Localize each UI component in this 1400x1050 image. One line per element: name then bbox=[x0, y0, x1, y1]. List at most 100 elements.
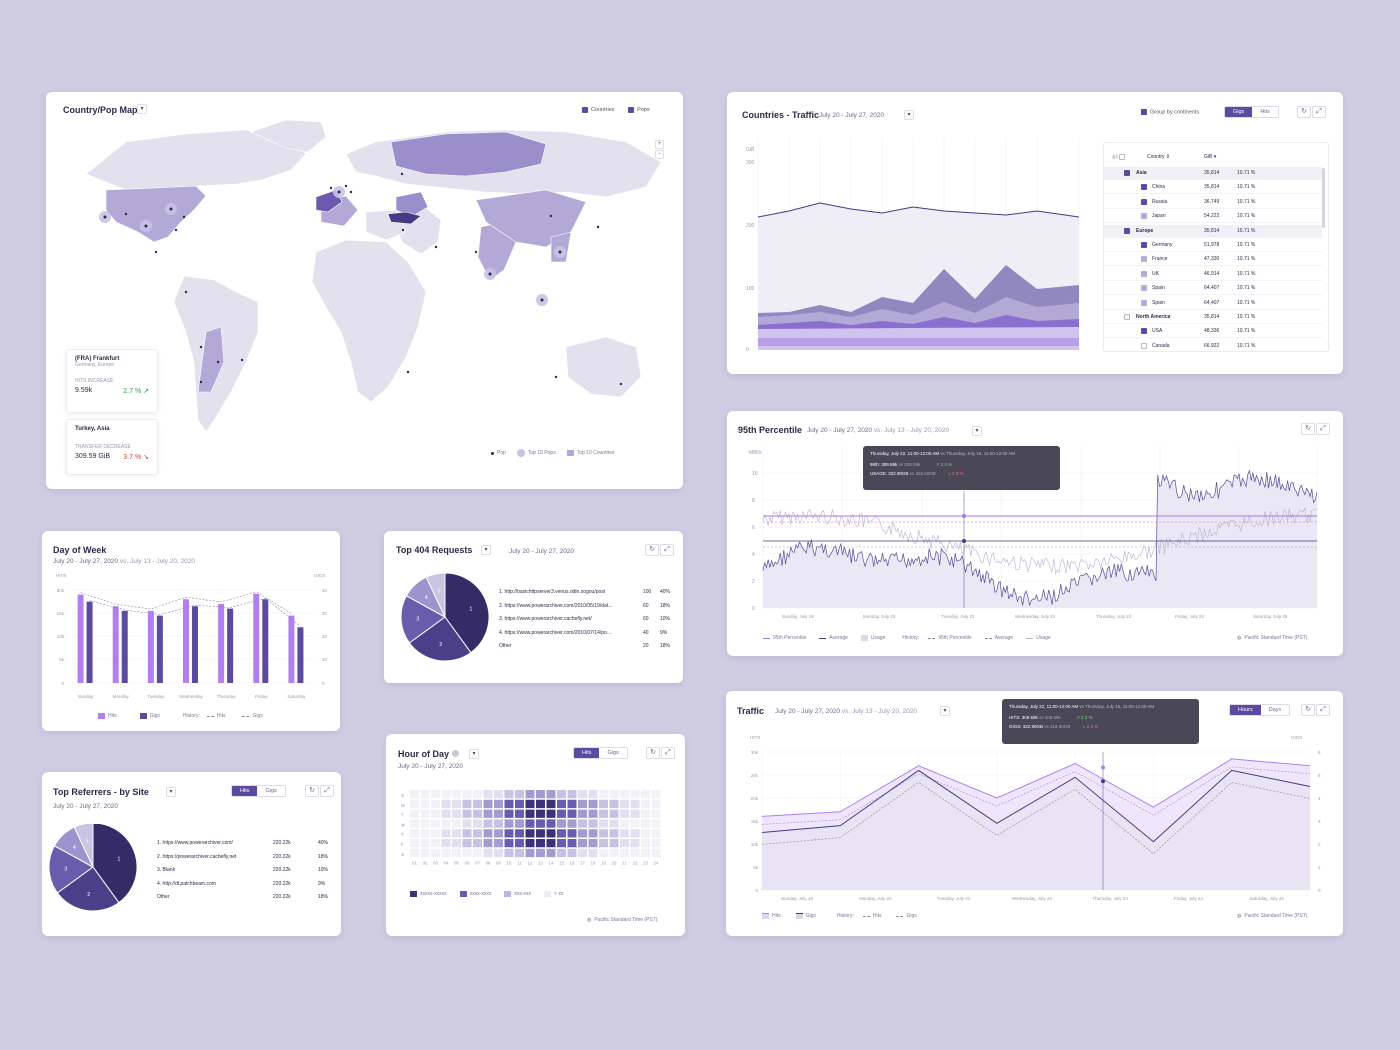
row-checkbox[interactable] bbox=[1124, 314, 1130, 320]
gib-column-header[interactable]: GiB ▾ bbox=[1204, 154, 1217, 160]
gigs-bar bbox=[156, 615, 163, 683]
gigs-tab[interactable]: Gigs bbox=[1225, 107, 1253, 117]
metric-toggle[interactable]: Gigs Hits bbox=[1224, 106, 1279, 118]
table-row[interactable]: China 35,814 10.71 % bbox=[1104, 181, 1322, 195]
metric-toggle[interactable]: Hits Gigs bbox=[573, 747, 628, 759]
pops-toggle[interactable]: Pops bbox=[628, 107, 650, 113]
heatmap-cell bbox=[609, 809, 619, 818]
list-item-label[interactable]: 2. https://www.powerarchiver.com/2010/05… bbox=[499, 602, 613, 609]
zoom-out-button[interactable]: − bbox=[655, 150, 664, 159]
refresh-icon[interactable]: ↻ bbox=[645, 544, 659, 556]
heatmap-cell bbox=[431, 809, 440, 818]
hours-tab[interactable]: Hours bbox=[1230, 705, 1261, 715]
expand-icon[interactable]: ⤢ bbox=[661, 747, 675, 759]
table-row[interactable]: Asia 35,814 10.71 % bbox=[1104, 167, 1322, 180]
title-dropdown[interactable]: ▾ bbox=[137, 104, 147, 114]
hits-tab[interactable]: Hits bbox=[232, 786, 258, 796]
country-percent: 10.71 % bbox=[1237, 213, 1256, 220]
refresh-icon[interactable]: ↻ bbox=[1301, 423, 1315, 435]
hour-label: 12 bbox=[528, 861, 533, 866]
date-dropdown[interactable]: ▾ bbox=[940, 706, 950, 716]
heatmap-cell bbox=[536, 790, 545, 799]
title-dropdown[interactable]: ▾ bbox=[481, 545, 491, 555]
slice-label: 3 bbox=[416, 617, 419, 623]
table-scrollbar[interactable] bbox=[1322, 168, 1325, 228]
heatmap-cell bbox=[431, 799, 440, 809]
gigs-tab[interactable]: Gigs bbox=[257, 786, 285, 796]
hits-tab[interactable]: Hits bbox=[1252, 107, 1278, 117]
table-row[interactable]: Europe 35,814 10.71 % bbox=[1104, 224, 1322, 238]
select-all-checkbox[interactable] bbox=[1118, 154, 1125, 160]
hour-label: 08 bbox=[486, 861, 491, 866]
group-by-continents-toggle[interactable]: Group by continents bbox=[1141, 109, 1199, 115]
expand-icon[interactable]: ⤢ bbox=[1316, 423, 1330, 435]
date-dropdown[interactable]: ▾ bbox=[904, 110, 914, 120]
world-map[interactable] bbox=[46, 92, 683, 489]
row-checkbox[interactable] bbox=[1124, 227, 1130, 234]
expand-icon[interactable]: ⤢ bbox=[1312, 106, 1326, 118]
row-checkbox[interactable] bbox=[1141, 256, 1147, 263]
table-row[interactable]: Canada 66,922 10.71 % bbox=[1104, 340, 1322, 351]
interval-toggle[interactable]: Hours Days bbox=[1229, 704, 1291, 716]
table-row[interactable]: Germany 51,978 10.71 % bbox=[1104, 239, 1322, 252]
table-row[interactable]: Spain 64,407 10.71 % bbox=[1104, 282, 1322, 296]
list-item-label[interactable]: 1. https://www.powerarchiver.com/ bbox=[157, 840, 233, 846]
row-checkbox[interactable] bbox=[1141, 198, 1147, 205]
table-row[interactable]: Russia 36,749 10.71 % bbox=[1104, 196, 1322, 209]
turkey-info-card[interactable]: Turkey, Asia TRANSFER DECREASE 309.59 Gi… bbox=[66, 419, 158, 475]
row-checkbox[interactable] bbox=[1141, 184, 1147, 191]
heatmap-cell bbox=[567, 819, 577, 828]
heatmap-cell bbox=[578, 848, 587, 858]
refresh-icon[interactable]: ↻ bbox=[1301, 704, 1315, 716]
date-dropdown[interactable]: ▾ bbox=[972, 426, 982, 436]
list-item-label[interactable]: 1. http://basichttpserver3.venus.odin.so… bbox=[499, 589, 606, 595]
metric-toggle[interactable]: Hits Gigs bbox=[231, 785, 286, 797]
heatmap-cell bbox=[567, 839, 577, 848]
list-item-label[interactable]: Other bbox=[499, 643, 512, 650]
info-icon[interactable] bbox=[452, 750, 459, 757]
zoom-in-button[interactable]: + bbox=[655, 140, 664, 149]
list-item-label[interactable]: Other bbox=[157, 894, 170, 901]
row-checkbox[interactable] bbox=[1141, 242, 1147, 248]
expand-icon[interactable]: ⤢ bbox=[1316, 704, 1330, 716]
title-dropdown[interactable]: ▾ bbox=[469, 749, 479, 759]
country-name: Asia bbox=[1136, 170, 1147, 176]
list-item-label[interactable]: 4. https://www.powerarchiver.com/2010/07… bbox=[499, 629, 612, 636]
heatmap-cell bbox=[410, 848, 419, 858]
y-tick-left: 10k bbox=[57, 634, 65, 639]
hits-tab[interactable]: Hits bbox=[574, 748, 600, 758]
frankfurt-info-card[interactable]: (FRA) Frankfurt Germany, Europe HITS INC… bbox=[66, 349, 158, 413]
row-checkbox[interactable] bbox=[1141, 270, 1147, 277]
table-row[interactable]: Spain 64,407 10.71 % bbox=[1104, 297, 1322, 310]
heatmap-cell bbox=[630, 839, 640, 848]
table-row[interactable]: North America 35,814 10.71 % bbox=[1104, 311, 1322, 324]
country-column-header[interactable]: Country ⇕ bbox=[1147, 154, 1171, 160]
refresh-icon[interactable]: ↻ bbox=[305, 785, 319, 797]
list-item-label[interactable]: 4. http://dl.patchbeam.com bbox=[157, 880, 216, 887]
row-checkbox[interactable] bbox=[1141, 299, 1147, 306]
list-item-label[interactable]: 2. https://powerarchiver.cachefly.net bbox=[157, 853, 237, 860]
row-checkbox[interactable] bbox=[1141, 328, 1147, 335]
gigs-tab[interactable]: Gigs bbox=[599, 748, 627, 758]
table-row[interactable]: UK 46,914 10.71 % bbox=[1104, 268, 1322, 281]
row-checkbox[interactable] bbox=[1141, 285, 1147, 292]
refresh-icon[interactable]: ↻ bbox=[1297, 106, 1311, 118]
title-dropdown[interactable]: ▾ bbox=[166, 787, 176, 797]
expand-icon[interactable]: ⤢ bbox=[660, 544, 674, 556]
hits-bar bbox=[253, 593, 260, 683]
table-row[interactable]: France 47,330 10.71 % bbox=[1104, 253, 1322, 267]
row-checkbox[interactable] bbox=[1141, 213, 1147, 220]
heatmap-cell bbox=[494, 819, 503, 828]
expand-icon[interactable]: ⤢ bbox=[320, 785, 334, 797]
table-row[interactable]: Japan 54,222 10.71 % bbox=[1104, 210, 1322, 224]
table-row[interactable]: USA 48,336 10.71 % bbox=[1104, 325, 1322, 339]
days-tab[interactable]: Days bbox=[1260, 705, 1290, 715]
row-checkbox[interactable] bbox=[1124, 170, 1130, 176]
row-checkbox[interactable] bbox=[1141, 342, 1147, 349]
card-title: Top Referrers - by Site bbox=[53, 787, 149, 797]
list-item-label[interactable]: 3. Blank bbox=[157, 867, 176, 874]
country-percent: 10.71 % bbox=[1237, 270, 1256, 277]
countries-toggle[interactable]: Countries bbox=[582, 107, 615, 113]
list-item-label[interactable]: 3. https://www.powerarchiver.cachefly.ne… bbox=[499, 616, 592, 623]
refresh-icon[interactable]: ↻ bbox=[646, 747, 660, 759]
